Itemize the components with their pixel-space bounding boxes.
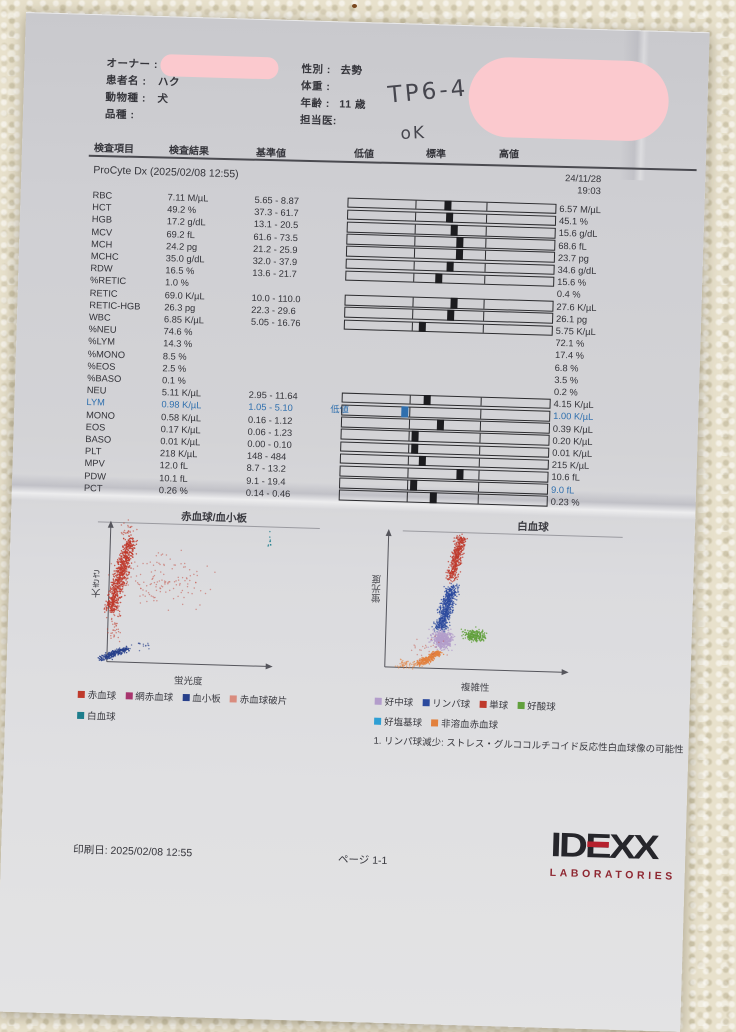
legend-swatch-icon: [479, 700, 487, 708]
legend-item: 単球: [479, 697, 508, 712]
legend-label: 白血球: [86, 711, 116, 723]
legend-item: リンパ球: [422, 695, 470, 710]
legend-swatch-icon: [125, 691, 133, 699]
photo-of-lab-report: { "header": { "owner_label": "オーナー :", "…: [0, 0, 736, 981]
legend-label: リンパ球: [432, 698, 471, 711]
legend-label: 好中球: [384, 696, 414, 709]
logo-letter: D: [558, 825, 586, 865]
legend-item: 好塩基球: [374, 714, 422, 729]
legend-rbc-line2: 白血球: [77, 708, 116, 723]
carpet-speck: [352, 4, 357, 8]
legend-item: 好中球: [374, 694, 414, 709]
logo-letter: X: [608, 827, 634, 866]
legend-label: 好酸球: [526, 701, 556, 714]
legend-label: 赤血球: [87, 690, 117, 702]
legend-swatch-icon: [517, 701, 525, 709]
legend-item: 血小板: [182, 690, 221, 705]
legend-item: 非溶血赤血球: [431, 715, 498, 731]
legend-label: 網赤血球: [135, 691, 174, 704]
legend-label: 好塩基球: [383, 716, 423, 730]
legend-swatch-icon: [77, 690, 85, 698]
legend-item: 赤血球: [77, 687, 117, 702]
legend-swatch-icon: [431, 718, 439, 727]
legend-item: 赤血球破片: [229, 691, 288, 708]
axis-label-size: 大きさ: [91, 569, 104, 599]
legend-swatch-icon: [374, 697, 382, 705]
legend-label: 単球: [488, 700, 509, 712]
idexx-logo-wordmark: IDEXX: [550, 826, 658, 868]
legend-item: 好酸球: [517, 698, 556, 713]
axis-label-fluorescence-right: 蛍光度: [371, 574, 384, 604]
legend-swatch-icon: [422, 698, 430, 706]
report-paper: オーナー : 患者名 : ハク 動物種 : 犬 品種 : 性別 : 去勢 体重 …: [0, 12, 710, 1032]
legend-swatch-icon: [182, 693, 190, 701]
legend-label: 血小板: [192, 693, 221, 706]
legend-item: 白血球: [77, 708, 116, 723]
legend-label: 非溶血赤血球: [440, 718, 499, 732]
legend-swatch-icon: [374, 717, 382, 725]
logo-letter: E: [584, 826, 610, 866]
page-number: ページ 1-1: [337, 853, 388, 868]
legend-swatch-icon: [77, 711, 85, 719]
legend-item: 網赤血球: [125, 688, 174, 704]
idexx-logo: IDEXX LABORATORIES: [550, 824, 692, 883]
scatter-plots-canvas: [97, 519, 569, 676]
logo-letter: X: [632, 828, 658, 867]
legend-label: 赤血球破片: [239, 694, 288, 708]
legend-swatch-icon: [229, 694, 237, 703]
